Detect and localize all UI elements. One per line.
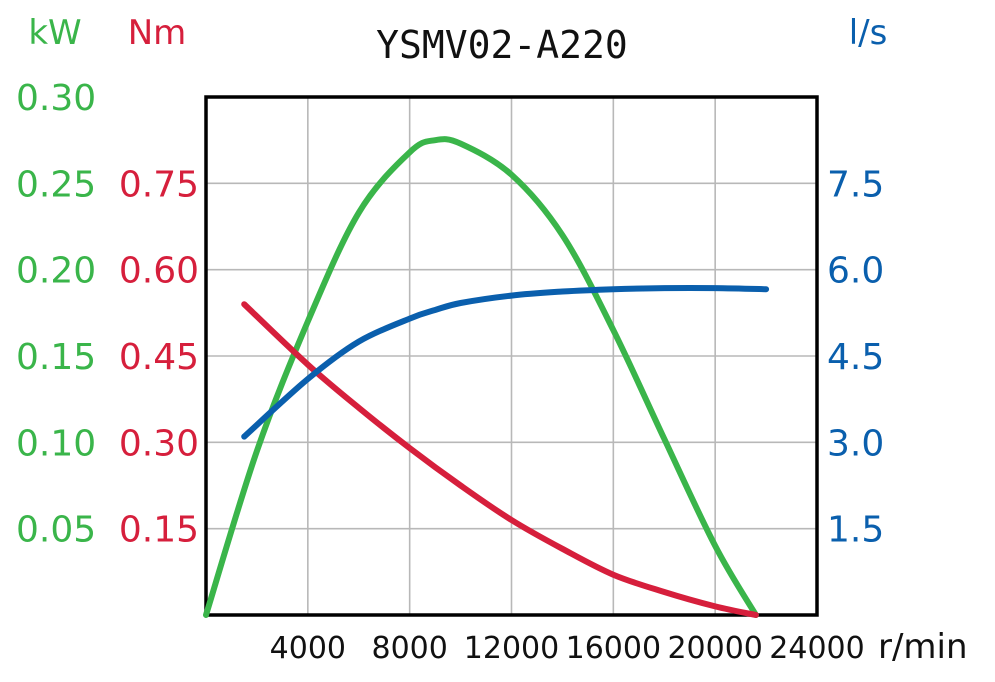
power-tick-5: 0.30 [16,78,96,119]
x-axis-label: r/min [878,627,968,667]
chart-title: YSMV02-A220 [376,23,628,67]
torque-tick-4: 0.75 [119,164,199,205]
x-tick-2: 12000 [464,631,559,666]
flow-tick-1: 3.0 [827,423,884,464]
power-tick-4: 0.25 [16,164,96,205]
torque-tick-1: 0.30 [119,423,199,464]
power-tick-3: 0.20 [16,251,96,292]
x-tick-1: 8000 [371,631,447,666]
flow-tick-2: 4.5 [827,337,884,378]
x-tick-0: 4000 [270,631,346,666]
x-tick-4: 20000 [667,631,762,666]
flow-tick-0: 1.5 [827,510,884,551]
power-unit-label: kW [28,13,81,53]
power-ticks: 0.05 0.10 0.15 0.20 0.25 0.30 [16,78,96,551]
grid [206,97,817,615]
plot-frame [204,95,819,617]
flow-tick-3: 6.0 [827,251,884,292]
flow-tick-4: 7.5 [827,164,884,205]
torque-ticks: 0.15 0.30 0.45 0.60 0.75 [119,164,199,550]
torque-tick-0: 0.15 [119,510,199,551]
series-layer [203,136,770,618]
torque-tick-3: 0.60 [119,251,199,292]
torque-series-line [241,301,759,618]
x-ticks: 4000 8000 12000 16000 20000 24000 [270,631,865,666]
power-series-line [203,136,759,618]
flow-ticks: 1.5 3.0 4.5 6.0 7.5 [827,164,884,550]
power-tick-0: 0.05 [16,510,96,551]
torque-tick-2: 0.45 [119,337,199,378]
torque-unit-label: Nm [128,13,187,53]
x-tick-5: 24000 [769,631,864,666]
flow-series-line [241,284,770,440]
power-tick-2: 0.15 [16,337,96,378]
x-tick-3: 16000 [566,631,661,666]
flow-unit-label: l/s [849,13,888,53]
power-tick-1: 0.10 [16,423,96,464]
